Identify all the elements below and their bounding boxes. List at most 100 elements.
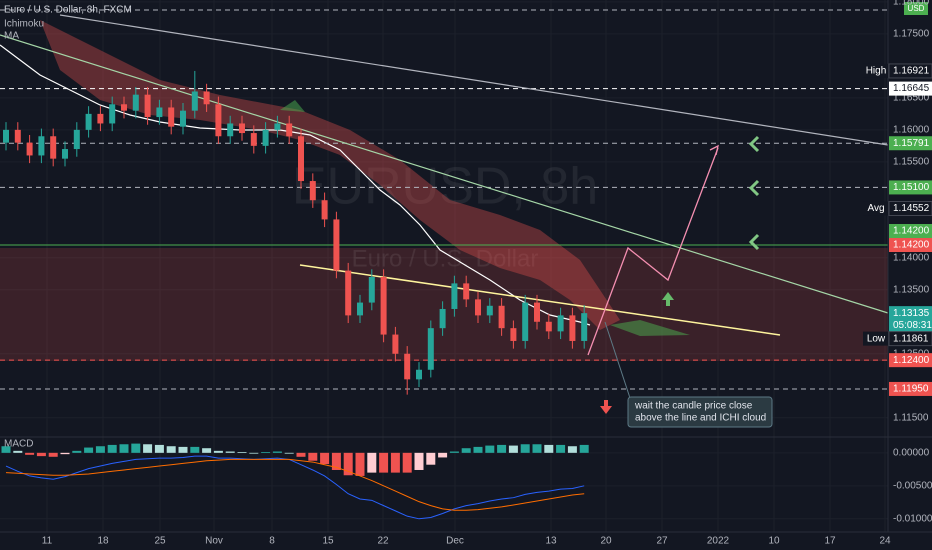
macd-bar: [544, 444, 554, 453]
price-badge-label: 1.14200: [893, 240, 930, 251]
trend-line: [59, 14, 889, 146]
x-tick-label: Nov: [205, 536, 223, 547]
x-tick-label: 8: [269, 536, 275, 547]
candle-body: [121, 104, 127, 111]
macd-bar: [272, 451, 282, 453]
macd-bar: [72, 450, 82, 453]
macd-bar: [237, 452, 247, 453]
candle-body: [475, 299, 481, 316]
moving-average: [0, 44, 591, 326]
indicator-label: MA: [4, 31, 19, 42]
candle-body: [144, 94, 151, 118]
y-tick-label: 0.00000: [893, 447, 930, 458]
price-badge-label: 1.13135: [893, 308, 930, 319]
y-tick-label: -0.00500: [893, 480, 932, 491]
macd-bar: [367, 452, 377, 473]
macd-bar: [485, 445, 495, 453]
macd-bar: [178, 446, 188, 453]
candle-body: [85, 113, 92, 130]
candle-body: [156, 107, 163, 118]
chevrons: [748, 135, 760, 251]
candle-body: [109, 104, 116, 124]
overlay: 11 18 25 Nov 8 15 22 Dec 13 20 27 2022 10 17 24 1.11500…: [42, 0, 932, 547]
x-tick-label: 27: [656, 536, 668, 547]
candle-body: [498, 305, 505, 329]
candle-body: [486, 305, 493, 316]
macd-bar: [119, 444, 129, 453]
candle-body: [14, 129, 21, 143]
macd-bar: [355, 452, 365, 476]
macd-bar: [567, 446, 577, 453]
candle-body: [298, 136, 304, 182]
candle-body: [168, 107, 175, 127]
candle-body: [510, 328, 517, 341]
macd-bar: [261, 452, 271, 453]
projection-arrow: [709, 144, 719, 156]
candle-body: [286, 123, 293, 137]
candle-body: [132, 94, 139, 111]
y-tick-label: 1.11500: [893, 412, 929, 423]
macd-bar: [414, 452, 424, 470]
macd-bar: [131, 443, 141, 453]
macd-bar: [449, 451, 459, 453]
price-badge-label: 1.11861: [893, 333, 929, 344]
macd-bar: [497, 444, 507, 453]
macd-bar: [84, 447, 94, 453]
macd-bar: [379, 452, 389, 473]
macd-bar: [202, 448, 212, 453]
indicator-label: Ichimoku: [4, 19, 44, 30]
candle-body: [250, 133, 257, 146]
x-tick-label: 18: [97, 536, 109, 547]
candle-body: [38, 136, 45, 156]
callout-box: [627, 396, 773, 428]
callout-line: [604, 321, 631, 399]
candle-body: [569, 315, 576, 341]
y-tick-label: -0.01000: [893, 513, 932, 524]
candle-body: [416, 369, 422, 380]
macd-bar: [213, 450, 223, 453]
x-tick-label: 11: [42, 536, 53, 547]
price-badge-label: 1.15100: [893, 182, 930, 193]
y-tick-label: 1.18000: [893, 0, 930, 8]
callout-text: wait the candle price close: [634, 401, 753, 412]
price-tag: [863, 201, 888, 216]
candle-body: [557, 315, 564, 332]
candle-body: [357, 302, 363, 316]
candle-body: [345, 270, 352, 316]
candle-body: [50, 136, 57, 159]
candle-body: [463, 283, 470, 300]
x-tick-label: 22: [377, 536, 389, 547]
macd-bar: [154, 444, 164, 453]
price-badge: [889, 180, 932, 195]
x-tick-label: 10: [768, 536, 780, 547]
macd-bar: [48, 452, 58, 457]
candle-body: [534, 302, 540, 322]
candle-body: [97, 113, 104, 124]
callout-text: above the line and ICHI cloud: [635, 413, 766, 424]
y-tick-label: 1.16500: [893, 93, 930, 104]
price-tag-label: Avg: [867, 203, 884, 214]
y-tick-label: 1.15500: [893, 156, 930, 167]
y-tick-label: 1.16000: [893, 125, 930, 136]
macd-bar: [249, 452, 259, 454]
price-badge: [888, 200, 932, 216]
macd-bar: [143, 444, 153, 453]
price-tag: [863, 63, 888, 78]
price-tag-label: High: [866, 66, 887, 77]
macd-bar: [402, 452, 412, 473]
x-tick-label: 25: [154, 536, 166, 547]
candle-body: [309, 181, 316, 201]
macd-bar: [284, 452, 294, 454]
chevron: [748, 179, 760, 197]
price-badge: [889, 238, 932, 253]
price-badge: [889, 81, 932, 96]
watermark-sub: Euro / U.S. Dollar: [352, 245, 539, 272]
price-badge-label: 1.16645: [893, 83, 930, 94]
price-badge-label: 1.14200: [893, 226, 930, 237]
macd-bar: [556, 444, 566, 453]
candle-body: [451, 283, 458, 309]
x-tick-label: 13: [545, 536, 557, 547]
candle-body: [439, 308, 446, 329]
macd-bar: [95, 446, 105, 453]
